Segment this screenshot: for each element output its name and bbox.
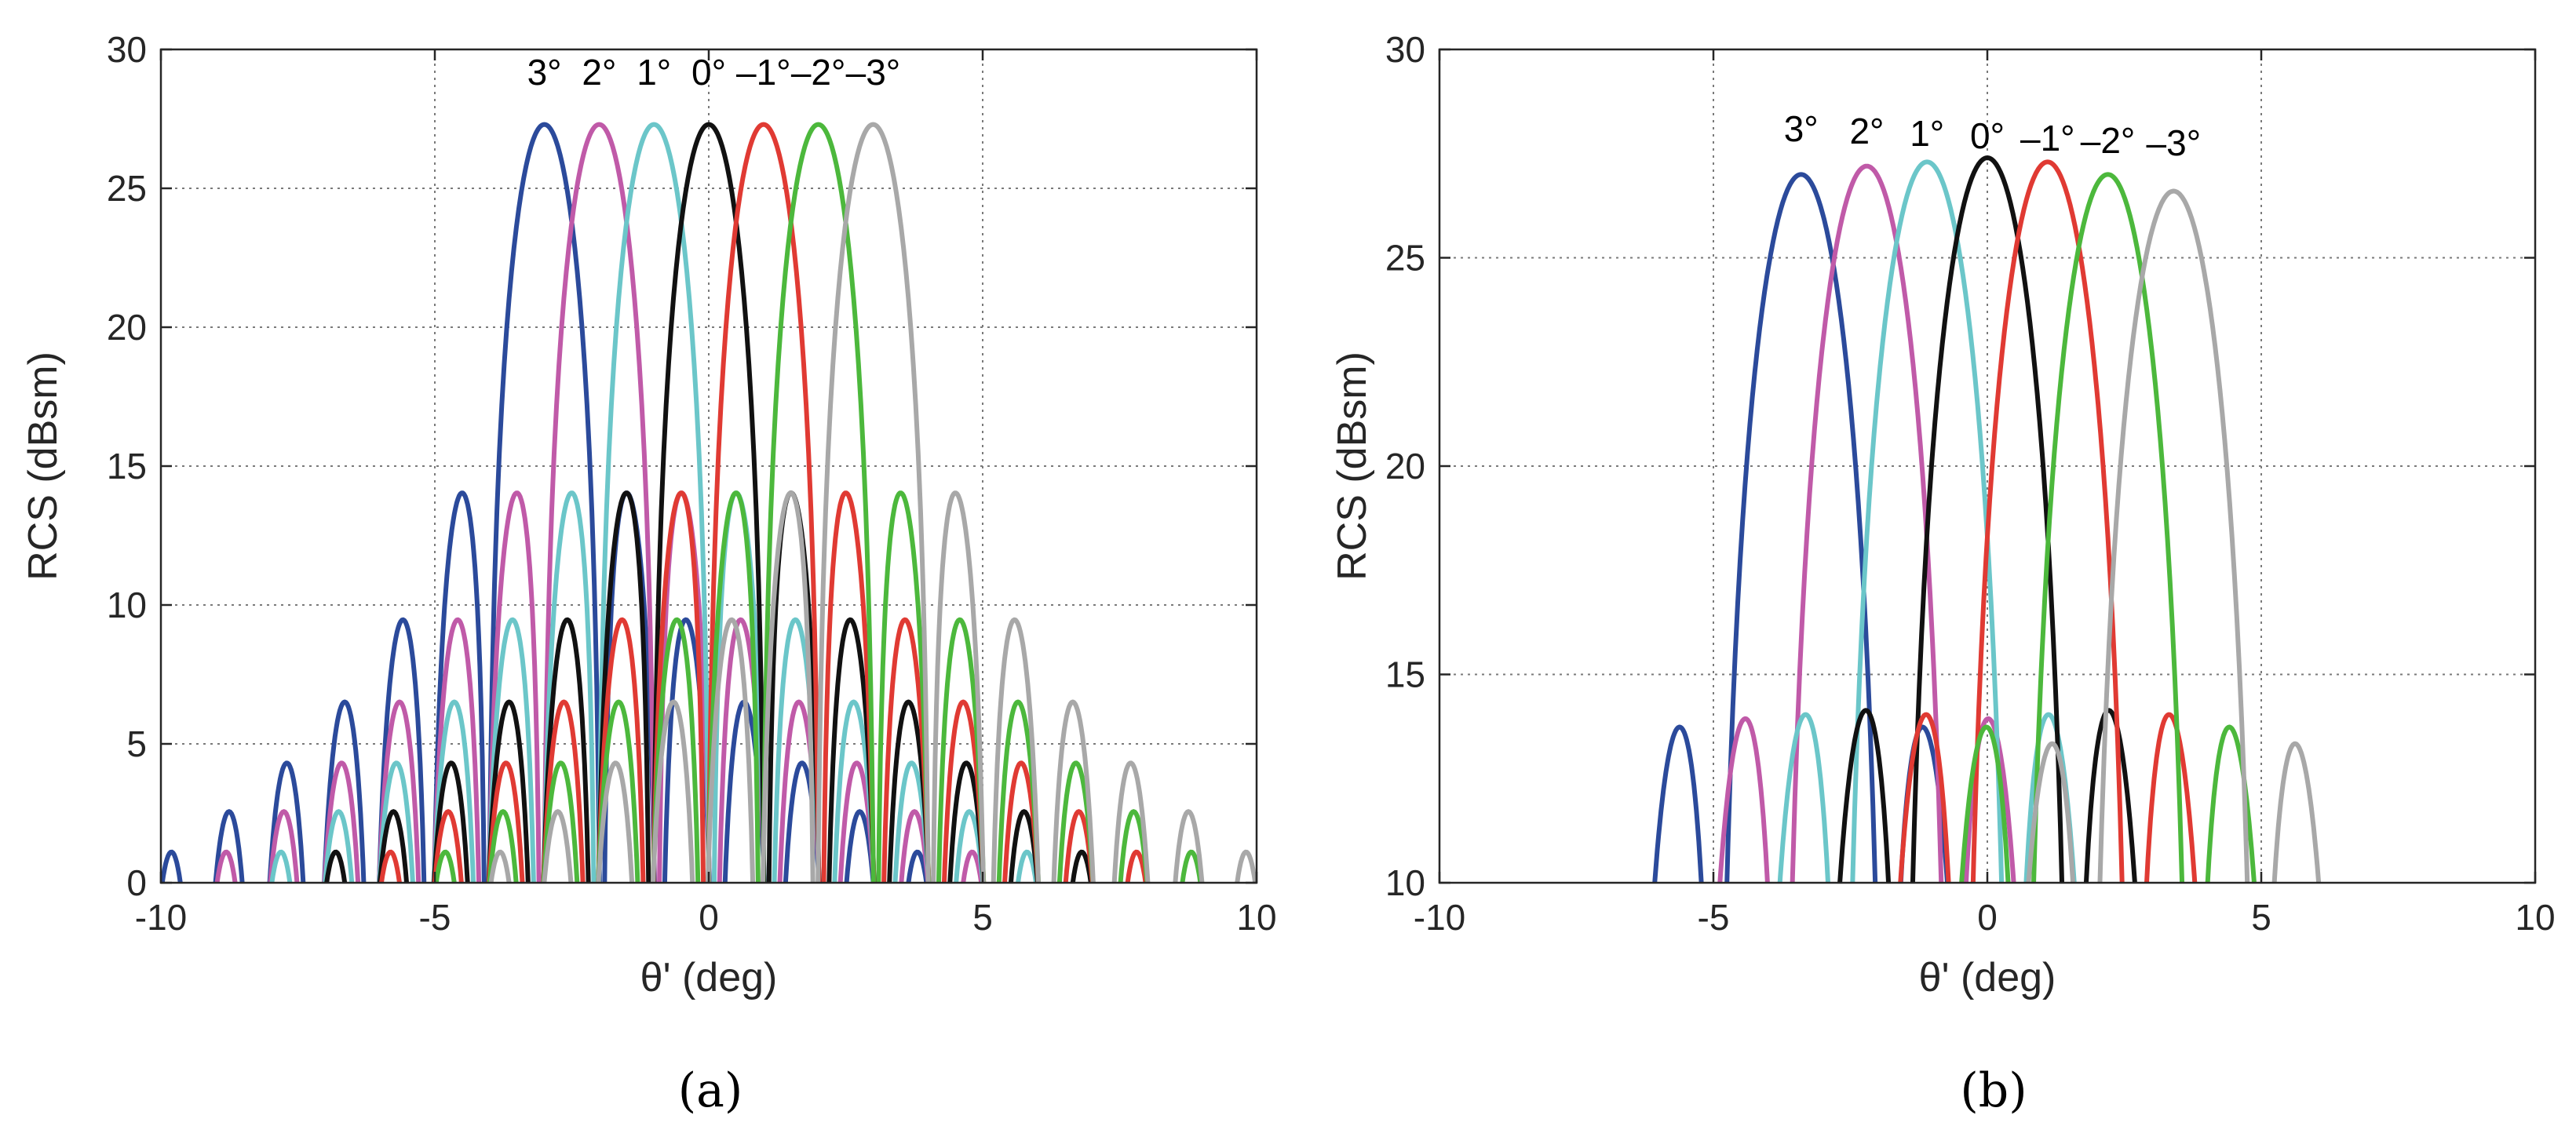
series-line-0deg [324, 122, 1093, 883]
series-line--1deg [1898, 159, 2198, 883]
panel-b: 3° 2° 1° 0° –1° –2° –3° -10 -5 0 5 10 10 15 20 25 30 θ' (… [1330, 29, 2556, 1118]
y-tick-label: 20 [107, 307, 147, 348]
x-tick-label: -5 [1698, 897, 1730, 938]
y-tick-label: 30 [1385, 29, 1425, 70]
y-axis-label: RCS (dBsm) [1330, 352, 1375, 581]
y-tick-label: 25 [1385, 238, 1425, 279]
peak-label: 1° [637, 52, 671, 93]
series-line-2deg [1717, 163, 2016, 883]
panel-caption: (b) [1960, 1063, 2027, 1118]
panel-a: 3° 2° 1° 0° –1° –2° –3°-10 -5 0 5 10051015202530θ'… [20, 29, 1277, 1118]
x-axis-label: θ' (deg) [640, 955, 778, 1000]
peak-label: –3° [2147, 122, 2202, 163]
y-tick-label: 15 [1385, 654, 1425, 695]
x-tick-label: 0 [1977, 897, 1998, 938]
x-tick-label: 0 [699, 897, 719, 938]
peak-label: –1° [736, 52, 791, 93]
y-tick-label: 5 [126, 723, 147, 764]
x-tick-label: 10 [2515, 897, 2555, 938]
y-tick-label: 15 [107, 446, 147, 487]
peak-label: 1° [1910, 113, 1944, 154]
x-tick-label: -5 [419, 897, 451, 938]
y-tick-label: 25 [107, 168, 147, 209]
peak-label: 3° [1784, 108, 1819, 149]
peak-label: 0° [1970, 115, 2005, 156]
y-tick-label: 0 [126, 862, 147, 903]
peak-label: –2° [791, 52, 846, 93]
series-line--2deg [1959, 172, 2257, 883]
x-tick-label: 10 [1236, 897, 1276, 938]
peak-label: –3° [846, 52, 901, 93]
peak-label: 2° [582, 52, 616, 93]
y-axis-label: RCS (dBsm) [20, 352, 66, 581]
x-tick-label: 5 [972, 897, 993, 938]
peak-label: –2° [2081, 120, 2136, 161]
y-tick-label: 20 [1385, 446, 1425, 487]
x-tick-label: -10 [135, 897, 187, 938]
series-line-0deg [1837, 155, 2137, 883]
y-tick-label: 30 [107, 29, 147, 70]
x-tick-label: 5 [2251, 897, 2271, 938]
series-line--3deg [2026, 188, 2322, 883]
panel-caption: (a) [678, 1063, 743, 1118]
peak-label: 3° [527, 52, 562, 93]
x-tick-label: -10 [1414, 897, 1465, 938]
y-tick-label: 10 [1385, 862, 1425, 903]
peak-label: 2° [1849, 111, 1884, 151]
y-tick-label: 10 [107, 585, 147, 625]
peak-label: –1° [2020, 118, 2075, 159]
x-axis-label: θ' (deg) [1919, 955, 2056, 1000]
series-line--3deg [488, 122, 1257, 883]
